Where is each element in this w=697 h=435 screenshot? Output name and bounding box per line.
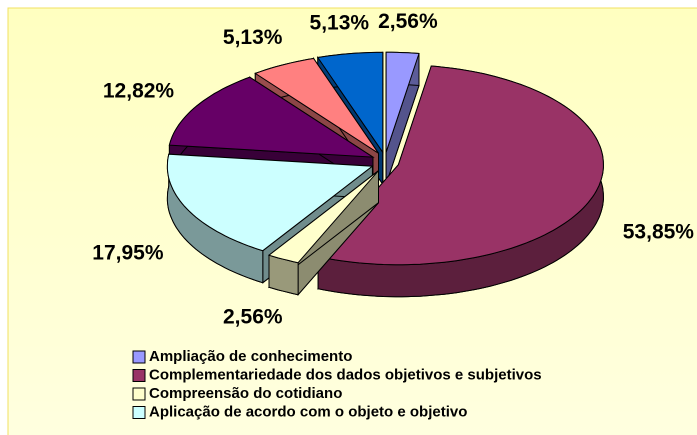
- slice-top: [317, 65, 604, 266]
- legend-swatch: [132, 369, 146, 382]
- legend-label: Ampliação de conhecimento: [149, 348, 352, 365]
- pie: [166, 51, 604, 298]
- value-label: 2,56%: [378, 10, 438, 33]
- value-label: 17,95%: [92, 242, 164, 265]
- legend-swatch: [132, 387, 146, 401]
- value-label: 5,13%: [310, 12, 370, 35]
- legend-label: Compreensão do cotidiano: [149, 385, 342, 402]
- legend-swatch: [132, 350, 146, 364]
- legend-label: Aplicação de acordo com o objeto e objet…: [149, 403, 467, 420]
- slice-top: [166, 153, 374, 252]
- slice-top: [316, 51, 384, 154]
- value-label: 12,82%: [103, 80, 175, 103]
- legend-label: Complementariedade dos dados objetivos e…: [149, 366, 542, 383]
- slice-top: [254, 57, 379, 154]
- value-label: 53,85%: [623, 220, 695, 243]
- legend: Ampliação de conhecimentoComplementaried…: [132, 348, 542, 420]
- slice-top: [168, 76, 375, 158]
- value-labels: 2,56% 53,85% 2,56% 17,95% 12,82% 5,13% 5,13%: [92, 10, 694, 328]
- slice-top: [267, 170, 379, 264]
- value-label: 2,56%: [223, 305, 283, 328]
- slice: [385, 51, 420, 185]
- value-label: 5,13%: [223, 26, 283, 49]
- slice: [267, 169, 379, 297]
- slice-top: [385, 51, 420, 153]
- legend-swatch: [132, 406, 146, 419]
